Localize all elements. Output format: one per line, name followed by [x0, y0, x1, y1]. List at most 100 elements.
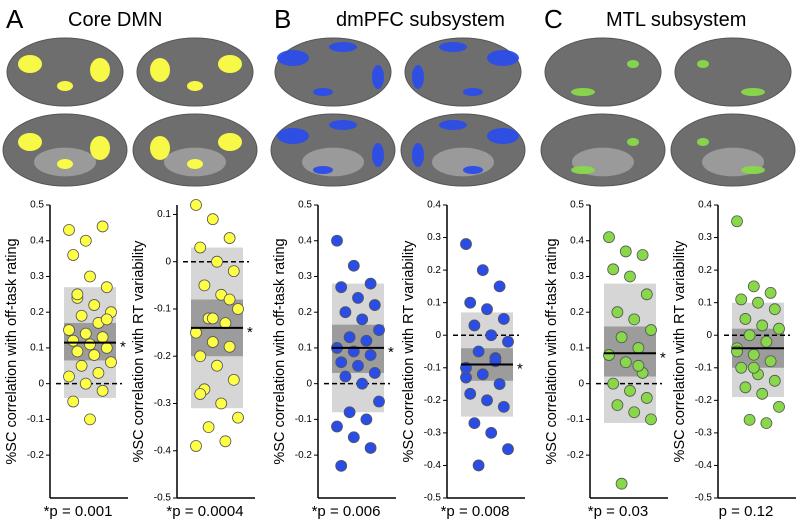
data-point — [71, 345, 84, 358]
data-point — [735, 361, 748, 374]
brain — [404, 37, 522, 107]
data-point — [360, 413, 373, 426]
p-value: *p = 0.001 — [44, 503, 113, 520]
data-point — [497, 400, 510, 413]
brain-surface — [674, 37, 792, 107]
data-point — [615, 331, 628, 344]
data-point — [352, 359, 364, 372]
data-point — [227, 265, 240, 278]
data-point — [232, 411, 244, 424]
brain-medial — [432, 147, 494, 177]
y-tick-label: 0.3 — [298, 271, 312, 282]
data-point — [460, 371, 472, 384]
data-point — [468, 319, 481, 332]
data-point — [464, 296, 477, 309]
activation — [439, 42, 467, 52]
p-value: *p = 0.0004 — [166, 503, 243, 520]
data-point — [607, 377, 620, 390]
data-point — [79, 234, 92, 247]
y-tick-label: 0.4 — [298, 235, 312, 246]
data-point — [747, 361, 760, 374]
data-point — [468, 417, 481, 430]
data-point — [773, 400, 785, 413]
activation — [627, 138, 639, 146]
y-tick-label: 0.2 — [698, 265, 712, 276]
data-point — [636, 249, 649, 261]
data-point — [92, 367, 105, 379]
brain — [670, 113, 796, 187]
data-point — [764, 355, 777, 368]
activation — [463, 88, 483, 96]
data-point — [352, 292, 364, 304]
y-tick-label: 0.3 — [570, 271, 584, 282]
brain — [6, 37, 124, 107]
activation — [487, 128, 519, 144]
y-tick-label: -0.3 — [424, 428, 442, 439]
data-point — [96, 331, 109, 344]
data-point — [79, 377, 92, 390]
y-tick-label: 0.3 — [427, 232, 441, 243]
y-tick-label: -0.1 — [424, 362, 442, 373]
y-tick-label: -0.1 — [695, 362, 713, 373]
y-axis-label: %SC correlation with off-task rating — [4, 238, 20, 464]
y-tick-label: 0.5 — [298, 200, 312, 211]
y-tick-label: 0.2 — [427, 265, 441, 276]
data-point — [223, 340, 236, 353]
y-tick-label: 0 — [435, 330, 441, 341]
activation — [187, 159, 203, 169]
data-point — [67, 334, 80, 347]
data-point — [96, 220, 109, 233]
brain-surface — [136, 37, 254, 107]
y-tick-label: 0 — [165, 256, 171, 267]
y-tick-label: 0 — [38, 378, 44, 389]
activation — [90, 58, 110, 82]
y-axis-label: %SC correlation with RT variability — [131, 240, 147, 463]
y-tick-label: -0.1 — [567, 414, 585, 425]
y-tick-label: 0.4 — [570, 235, 584, 246]
data-point — [756, 319, 769, 332]
y-tick-label: 0 — [306, 378, 312, 389]
activation — [439, 120, 467, 130]
data-point — [743, 413, 756, 426]
data-point — [71, 288, 84, 301]
data-point — [472, 459, 485, 472]
data-point — [339, 306, 352, 319]
data-point — [215, 397, 228, 410]
brain — [132, 113, 258, 187]
activation — [372, 65, 384, 89]
y-tick-label: -0.5 — [695, 493, 713, 504]
y-tick-label: 0.3 — [698, 232, 712, 243]
y-tick-label: 0.2 — [298, 307, 312, 318]
data-point — [198, 279, 211, 292]
data-point — [764, 286, 777, 299]
data-point — [640, 288, 653, 301]
data-point — [343, 406, 356, 419]
data-point — [343, 331, 356, 344]
data-point — [79, 327, 92, 340]
activation — [329, 120, 357, 130]
data-point — [194, 350, 207, 363]
significance-marker: * — [517, 361, 523, 378]
y-tick-label: 0.2 — [30, 307, 44, 318]
data-point — [206, 213, 219, 226]
data-point — [360, 334, 373, 347]
data-point — [356, 313, 369, 326]
y-tick-label: -0.4 — [695, 460, 713, 471]
brain — [674, 37, 792, 107]
data-point — [63, 324, 75, 336]
data-point — [460, 238, 472, 250]
significance-marker: * — [120, 339, 126, 356]
activation — [57, 81, 73, 91]
brain — [136, 37, 254, 107]
data-point — [773, 322, 785, 335]
brain — [270, 113, 396, 187]
p-value: *p = 0.03 — [588, 503, 648, 520]
y-tick-label: -0.1 — [27, 414, 45, 425]
y-tick-label: 0.1 — [698, 297, 712, 308]
panel-title: Core DMN — [68, 9, 162, 31]
activation — [412, 65, 424, 89]
y-tick-label: 0.1 — [427, 297, 441, 308]
data-point — [96, 384, 109, 397]
activation — [741, 166, 765, 174]
